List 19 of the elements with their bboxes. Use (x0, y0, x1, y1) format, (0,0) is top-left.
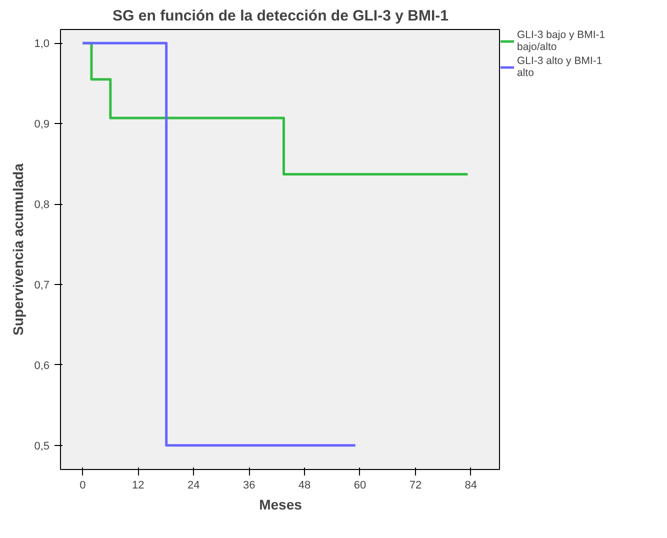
x-tick-label: 12 (132, 480, 144, 492)
x-tick-label: 72 (409, 480, 422, 492)
y-tick-label: 1,0 (34, 38, 50, 50)
x-tick-label: 84 (464, 480, 478, 492)
x-tick-label: 24 (187, 480, 200, 492)
x-tick-label: 60 (354, 480, 366, 492)
legend-label: GLI-3 alto y BMI-1 alto (517, 55, 602, 79)
y-tick-label: 0,8 (34, 199, 50, 212)
x-tick-label: 48 (298, 480, 311, 492)
chart-title: SG en función de la detección de GLI-3 y BMI-1 (112, 8, 448, 24)
y-axis-title: Supervivencia acumulada (10, 163, 26, 336)
x-tick-label: 36 (242, 480, 256, 492)
x-axis-title: Meses (259, 496, 302, 512)
x-tick-label: 0 (80, 480, 86, 492)
y-tick-label: 0,6 (34, 360, 50, 372)
y-tick-label: 0,9 (34, 118, 50, 131)
y-tick-label: 0,7 (34, 279, 50, 292)
y-tick-label: 0,5 (34, 440, 50, 452)
legend-label: GLI-3 bajo y BMI-1 bajo/alto (517, 29, 606, 53)
